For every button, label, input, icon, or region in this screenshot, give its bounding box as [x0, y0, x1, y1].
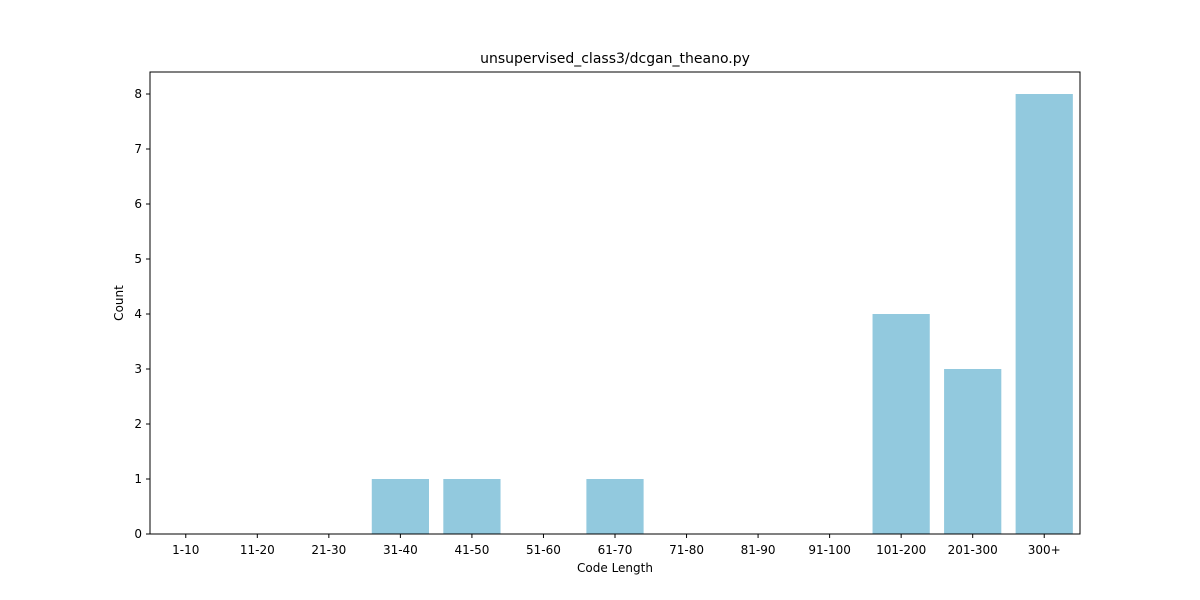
y-tick-label: 7	[134, 142, 142, 156]
x-tick-label: 61-70	[598, 543, 633, 557]
x-axis-label: Code Length	[577, 561, 653, 575]
x-tick-label: 101-200	[876, 543, 926, 557]
x-tick-label: 51-60	[526, 543, 561, 557]
bar-201-300	[944, 369, 1002, 534]
x-tick-label: 31-40	[383, 543, 418, 557]
y-tick-label: 1	[134, 472, 142, 486]
bar-61-70	[586, 479, 644, 534]
bars-group	[371, 94, 1073, 534]
x-tick-label: 91-100	[808, 543, 851, 557]
y-tick-label: 5	[134, 252, 142, 266]
y-tick-label: 2	[134, 417, 142, 431]
x-tick-label: 81-90	[741, 543, 776, 557]
x-tick-label: 41-50	[454, 543, 489, 557]
plot-frame	[149, 71, 1081, 535]
y-axis-label: Count	[112, 285, 126, 321]
bar-300+	[1015, 94, 1073, 534]
y-tick-label: 0	[134, 527, 142, 541]
y-tick-label: 6	[134, 197, 142, 211]
x-tick-label: 11-20	[240, 543, 275, 557]
bar-31-40	[371, 479, 429, 534]
x-axis: 1-10 11-20 21-30 31-40 41-50 51-60 61-70 71-80 8…	[172, 534, 1061, 557]
chart-title: unsupervised_class3/dcgan_theano.py	[480, 51, 750, 67]
x-tick-label: 300+	[1028, 543, 1061, 557]
x-tick-label: 201-300	[948, 543, 998, 557]
bar-41-50	[443, 479, 501, 534]
y-tick-label: 3	[134, 362, 142, 376]
x-tick-label: 1-10	[172, 543, 199, 557]
y-tick-label: 4	[134, 307, 142, 321]
x-tick-label: 21-30	[311, 543, 346, 557]
y-tick-label: 8	[134, 87, 142, 101]
y-axis: 0 1 2 3 4 5 6 7 8	[134, 87, 150, 541]
x-tick-label: 71-80	[669, 543, 704, 557]
bar-101-200	[872, 314, 930, 534]
